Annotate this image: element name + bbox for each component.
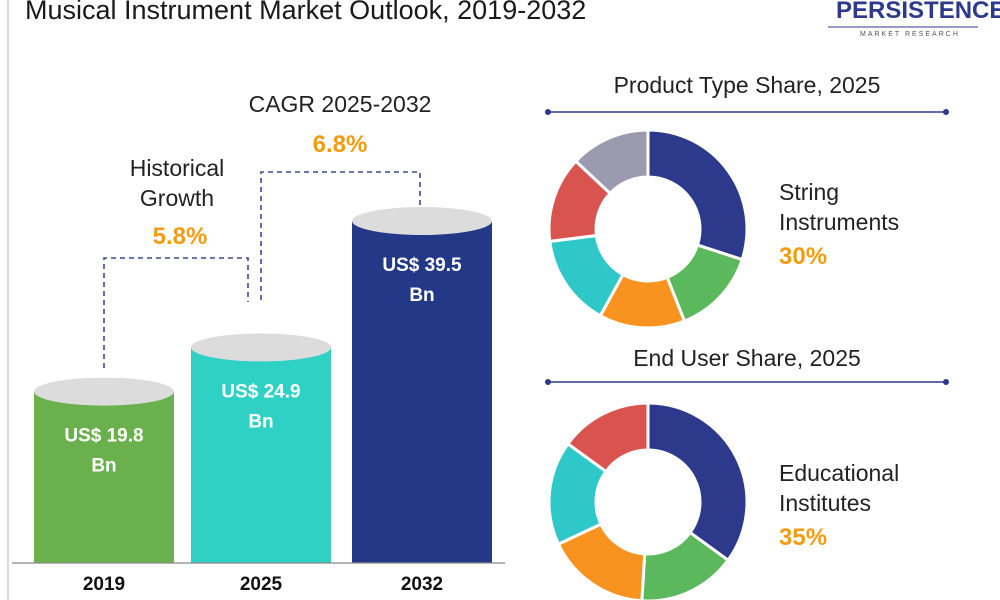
logo-tagline: MARKET RESEARCH — [860, 31, 960, 38]
end-user-highlight-line2: Institutes — [779, 490, 871, 516]
donut-slice-1 — [640, 530, 731, 600]
historical-label-1: Historical — [130, 155, 225, 181]
product-highlight-line2: Instruments — [779, 209, 899, 235]
bar-unit-label: Bn — [409, 285, 434, 306]
historical-label-2: Growth — [140, 185, 214, 211]
donut-slice-4 — [565, 401, 650, 474]
end-user-title: End User Share, 2025 — [633, 345, 861, 371]
rule-dot — [545, 379, 551, 385]
bar-chart: US$ 19.8 Bn 2019 US$ 24.9 Bn 2025 US$ 39.5 Bn 20… — [34, 207, 492, 595]
donut-slice-0 — [646, 401, 749, 563]
product-type-donut — [547, 128, 749, 330]
product-type-title: Product Type Share, 2025 — [614, 72, 881, 98]
bar-top — [34, 377, 174, 406]
cagr-label: CAGR 2025-2032 — [249, 91, 432, 117]
bar-2025: US$ 24.9 Bn 2025 — [191, 333, 331, 595]
logo-name: PERSISTENCE — [836, 0, 1000, 24]
year-label: 2032 — [401, 574, 443, 595]
bar-body — [34, 391, 174, 563]
donut-slice-5 — [573, 128, 650, 196]
page-title: Musical Instrument Market Outlook, 2019-… — [25, 0, 586, 25]
bar-value-label: US$ 39.5 — [382, 255, 462, 276]
historical-connector — [103, 257, 249, 368]
bar-unit-label: Bn — [248, 411, 273, 432]
product-highlight-line1: String — [779, 179, 839, 205]
bar-value-label: US$ 19.8 — [64, 426, 143, 447]
donut-slice-0 — [646, 128, 749, 262]
bar-top — [352, 207, 492, 235]
cagr-value: 6.8% — [313, 131, 368, 158]
rule-dot — [943, 379, 949, 385]
bar-unit-label: Bn — [91, 456, 116, 477]
year-label: 2025 — [240, 574, 283, 595]
product-highlight-value: 30% — [779, 243, 827, 270]
bar-body — [352, 221, 492, 563]
cagr-connector — [260, 171, 421, 300]
bar-2019: US$ 19.8 Bn 2019 — [34, 377, 174, 595]
year-label: 2019 — [83, 574, 125, 595]
bar-top — [191, 333, 331, 362]
end-user-donut — [547, 401, 749, 600]
rule-dot — [545, 109, 551, 115]
bar-value-label: US$ 24.9 — [221, 381, 300, 402]
historical-growth-value: 5.8% — [153, 223, 208, 250]
rule-dot — [943, 109, 949, 115]
end-user-highlight-line1: Educational — [779, 460, 899, 486]
logo: PERSISTENCE MARKET RESEARCH — [828, 0, 1000, 38]
bar-body — [191, 347, 331, 563]
bar-2032: US$ 39.5 Bn 2032 — [352, 207, 492, 595]
end-user-highlight-value: 35% — [779, 524, 827, 551]
